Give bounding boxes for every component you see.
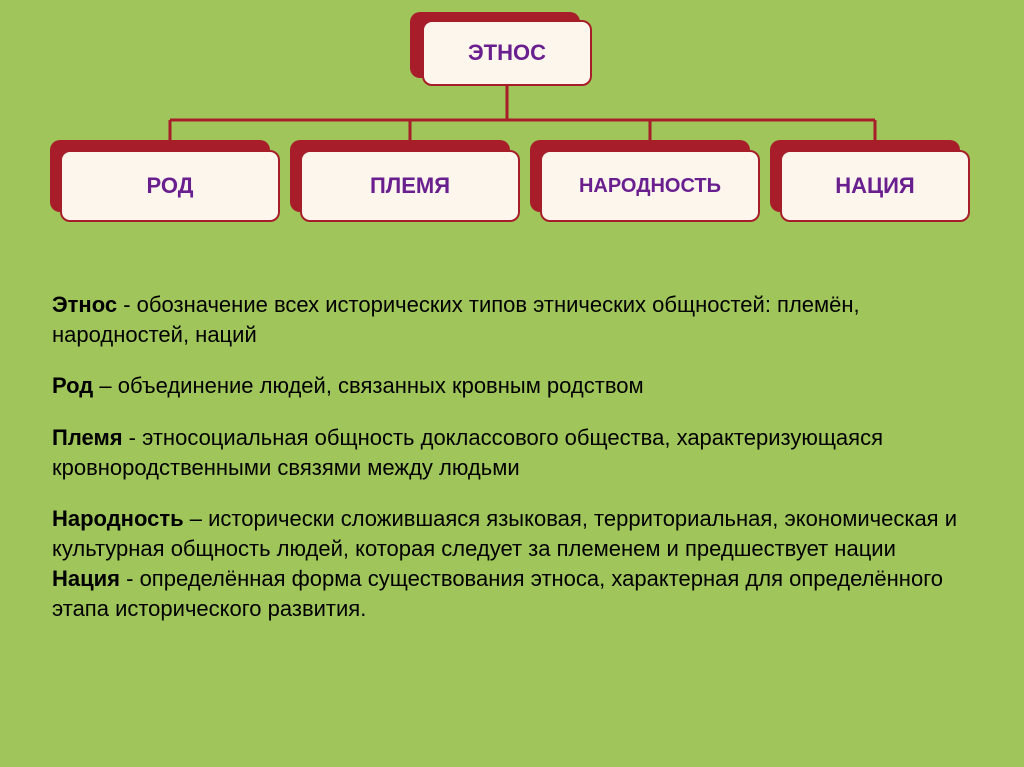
definition-text-0: - обозначение всех исторических типов эт… — [52, 292, 860, 347]
definition-2: Племя - этносоциальная общность доклассо… — [52, 423, 972, 482]
definition-3: Народность – исторически сложившаяся язы… — [52, 504, 972, 563]
definition-text-2: - этносоциальная общность доклассового о… — [52, 425, 883, 480]
definition-term-3: Народность — [52, 506, 184, 531]
definition-term-1: Род — [52, 373, 93, 398]
child-node-3-label: НАЦИЯ — [780, 150, 970, 222]
child-node-0-label: РОД — [60, 150, 280, 222]
child-node-1: ПЛЕМЯ — [300, 150, 520, 222]
definition-term-0: Этнос — [52, 292, 117, 317]
root-node-label: ЭТНОС — [422, 20, 592, 86]
definition-1: Род – объединение людей, связанных кровн… — [52, 371, 972, 401]
definitions-block: Этнос - обозначение всех исторических ти… — [52, 290, 972, 645]
definition-text-1: – объединение людей, связанных кровным р… — [93, 373, 643, 398]
definition-term-4: Нация — [52, 566, 120, 591]
definition-4: Нация - определённая форма существования… — [52, 564, 972, 623]
definition-text-3: – исторически сложившаяся языковая, терр… — [52, 506, 957, 561]
definition-term-2: Племя — [52, 425, 123, 450]
definition-0: Этнос - обозначение всех исторических ти… — [52, 290, 972, 349]
child-node-2-label: НАРОДНОСТЬ — [540, 150, 760, 222]
diagram-area: ЭТНОС РОД ПЛЕМЯ НАРОДНОСТЬ НАЦИЯ — [0, 0, 1024, 260]
child-node-2: НАРОДНОСТЬ — [540, 150, 760, 222]
definition-text-4: - определённая форма существования этнос… — [52, 566, 943, 621]
child-node-3: НАЦИЯ — [780, 150, 970, 222]
root-node: ЭТНОС — [422, 20, 592, 86]
child-node-0: РОД — [60, 150, 280, 222]
child-node-1-label: ПЛЕМЯ — [300, 150, 520, 222]
